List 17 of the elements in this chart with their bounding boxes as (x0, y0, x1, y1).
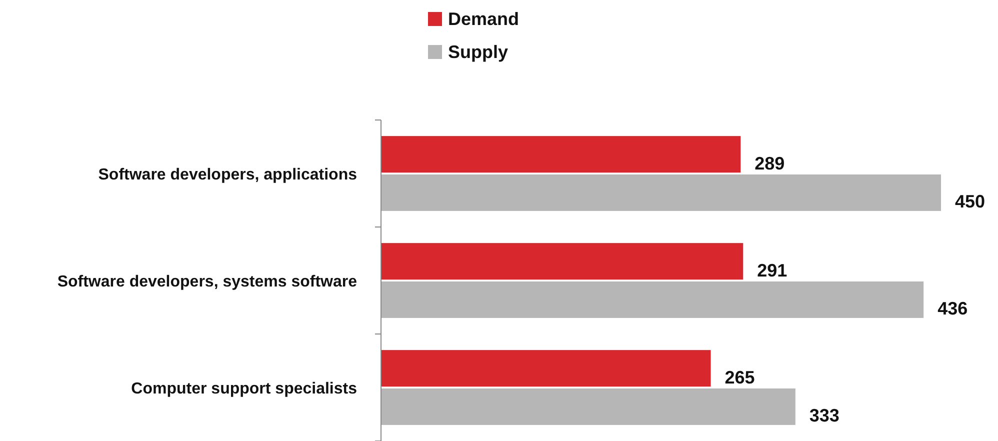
bar (381, 174, 941, 211)
data-label: 436 (938, 298, 968, 319)
bar (381, 350, 711, 387)
bar (381, 136, 741, 173)
y-tick-label: Software developers, applications (98, 166, 358, 184)
legend-label: Supply (448, 42, 508, 62)
bar (381, 388, 796, 425)
data-label: 289 (754, 153, 785, 174)
data-label: 333 (809, 406, 840, 426)
data-label: 265 (724, 367, 755, 388)
bar (381, 281, 924, 318)
y-tick-label: Software developers, systems software (57, 274, 358, 290)
y-tick-label: Computer support specialists (131, 380, 358, 398)
data-label: 450 (955, 192, 986, 212)
legend-label: Demand (448, 9, 520, 29)
bar (381, 243, 744, 280)
data-label: 291 (757, 260, 788, 280)
